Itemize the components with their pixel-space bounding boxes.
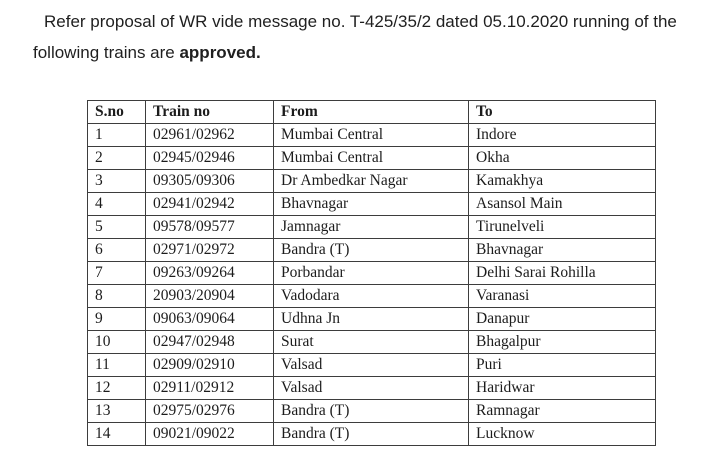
header-train-no: Train no [145, 100, 274, 124]
table-cell: Lucknow [468, 422, 656, 446]
approved-trains-table: S.no Train no From To 1 02961/02962 Mumbai… [87, 100, 656, 446]
table-row: 4 02941/02942 Bhavnagar Asansol Main [87, 192, 656, 216]
table-cell: 02941/02942 [145, 192, 274, 216]
table-cell: 7 [87, 261, 146, 285]
table-cell: 8 [87, 284, 146, 308]
table-cell: 02971/02972 [145, 238, 274, 262]
table-row: 9 09063/09064 Udhna Jn Danapur [87, 307, 656, 331]
table-cell: Bandra (T) [273, 422, 469, 446]
table-cell: Bandra (T) [273, 238, 469, 262]
table-cell: 14 [87, 422, 146, 446]
table-cell: 02961/02962 [145, 123, 274, 147]
table-row: 6 02971/02972 Bandra (T) Bhavnagar [87, 238, 656, 262]
table-row: 1 02961/02962 Mumbai Central Indore [87, 123, 656, 147]
table-cell: Puri [468, 353, 656, 377]
table-cell: Varanasi [468, 284, 656, 308]
table-cell: Bandra (T) [273, 399, 469, 423]
table-cell: 10 [87, 330, 146, 354]
table-cell: 02945/02946 [145, 146, 274, 170]
table-cell: Udhna Jn [273, 307, 469, 331]
table-cell: Danapur [468, 307, 656, 331]
table-cell: Delhi Sarai Rohilla [468, 261, 656, 285]
table-cell: 20903/20904 [145, 284, 274, 308]
table-cell: 3 [87, 169, 146, 193]
table-cell: Vadodara [273, 284, 469, 308]
table-row: 14 09021/09022 Bandra (T) Lucknow [87, 422, 656, 446]
table-cell: 09305/09306 [145, 169, 274, 193]
header-sno: S.no [87, 100, 146, 124]
table-cell: 9 [87, 307, 146, 331]
table-row: 10 02947/02948 Surat Bhagalpur [87, 330, 656, 354]
train-table-body: 1 02961/02962 Mumbai Central Indore 2 02945/0… [87, 123, 656, 446]
table-cell: 13 [87, 399, 146, 423]
table-cell: 4 [87, 192, 146, 216]
table-cell: 09021/09022 [145, 422, 274, 446]
table-cell: 6 [87, 238, 146, 262]
table-row: 5 09578/09577 Jamnagar Tirunelveli [87, 215, 656, 239]
table-cell: 5 [87, 215, 146, 239]
table-cell: Ramnagar [468, 399, 656, 423]
table-row: 8 20903/20904 Vadodara Varanasi [87, 284, 656, 308]
table-cell: Okha [468, 146, 656, 170]
table-cell: Valsad [273, 353, 469, 377]
table-cell: 02947/02948 [145, 330, 274, 354]
table-header-row: S.no Train no From To [87, 100, 656, 124]
table-cell: Porbandar [273, 261, 469, 285]
table-row: 7 09263/09264 Porbandar Delhi Sarai Rohilla [87, 261, 656, 285]
intro-text: Refer proposal of WR vide message no. T-… [33, 12, 677, 62]
table-row: 12 02911/02912 Valsad Haridwar [87, 376, 656, 400]
approved-bold-text: approved. [179, 43, 261, 62]
table-cell: 02909/02910 [145, 353, 274, 377]
header-from: From [273, 100, 469, 124]
table-cell: 1 [87, 123, 146, 147]
table-row: 11 02909/02910 Valsad Puri [87, 353, 656, 377]
table-cell: Asansol Main [468, 192, 656, 216]
table-cell: Indore [468, 123, 656, 147]
table-cell: 2 [87, 146, 146, 170]
table-cell: Mumbai Central [273, 123, 469, 147]
table-row: 13 02975/02976 Bandra (T) Ramnagar [87, 399, 656, 423]
table-cell: 09263/09264 [145, 261, 274, 285]
table-cell: 09578/09577 [145, 215, 274, 239]
table-cell: Bhagalpur [468, 330, 656, 354]
header-to: To [468, 100, 656, 124]
table-cell: 11 [87, 353, 146, 377]
table-cell: Tirunelveli [468, 215, 656, 239]
table-cell: 09063/09064 [145, 307, 274, 331]
intro-paragraph: Refer proposal of WR vide message no. T-… [0, 0, 720, 68]
table-cell: 12 [87, 376, 146, 400]
table-cell: Mumbai Central [273, 146, 469, 170]
table-cell: Bhavnagar [468, 238, 656, 262]
table-row: 3 09305/09306 Dr Ambedkar Nagar Kamakhya [87, 169, 656, 193]
table-cell: Haridwar [468, 376, 656, 400]
table-cell: 02911/02912 [145, 376, 274, 400]
table-cell: Jamnagar [273, 215, 469, 239]
table-cell: 02975/02976 [145, 399, 274, 423]
table-cell: Valsad [273, 376, 469, 400]
table-row: 2 02945/02946 Mumbai Central Okha [87, 146, 656, 170]
table-cell: Dr Ambedkar Nagar [273, 169, 469, 193]
table-cell: Kamakhya [468, 169, 656, 193]
table-cell: Surat [273, 330, 469, 354]
table-cell: Bhavnagar [273, 192, 469, 216]
